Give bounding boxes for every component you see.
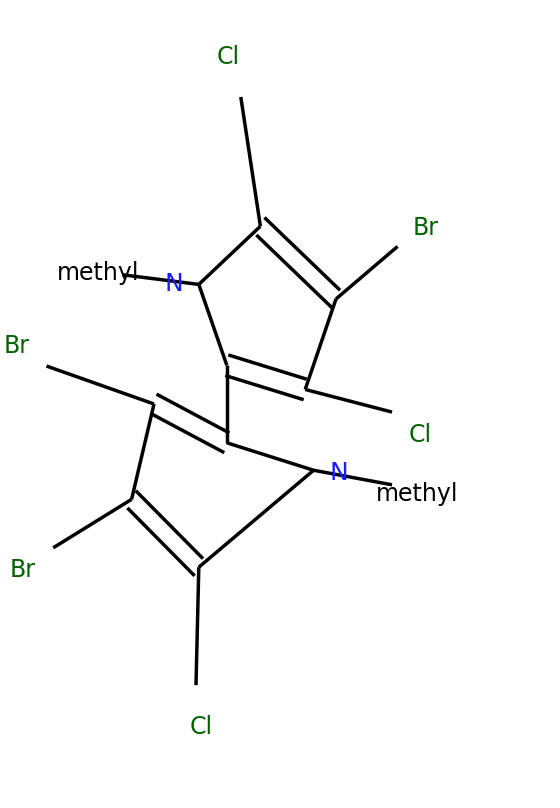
Text: N: N bbox=[329, 461, 348, 485]
Text: Cl: Cl bbox=[408, 423, 432, 447]
Text: Br: Br bbox=[10, 558, 35, 582]
Text: Br: Br bbox=[4, 334, 30, 358]
Text: methyl: methyl bbox=[57, 261, 139, 285]
Text: Cl: Cl bbox=[217, 44, 240, 69]
Text: Cl: Cl bbox=[190, 715, 213, 739]
Text: N: N bbox=[164, 272, 183, 297]
Text: methyl: methyl bbox=[376, 482, 459, 507]
Text: Br: Br bbox=[413, 216, 438, 240]
